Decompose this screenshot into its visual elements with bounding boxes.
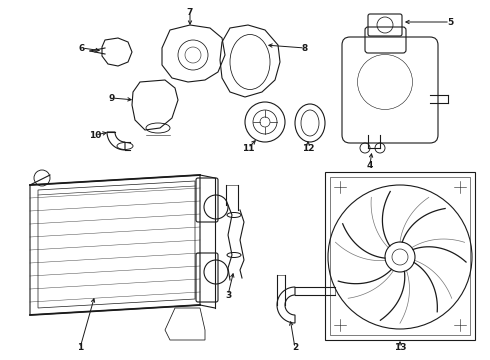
Text: 7: 7 xyxy=(187,8,193,17)
Bar xyxy=(325,172,475,340)
Text: 13: 13 xyxy=(394,343,406,352)
Text: 11: 11 xyxy=(242,144,254,153)
Bar xyxy=(330,177,470,335)
Text: 12: 12 xyxy=(302,144,314,153)
Text: 10: 10 xyxy=(89,131,101,140)
Text: 5: 5 xyxy=(447,18,453,27)
Text: 6: 6 xyxy=(79,44,85,53)
Text: 1: 1 xyxy=(77,343,83,352)
Text: 3: 3 xyxy=(225,291,231,300)
Text: 8: 8 xyxy=(302,44,308,53)
Text: 4: 4 xyxy=(367,161,373,170)
Text: 9: 9 xyxy=(109,94,115,103)
Text: 2: 2 xyxy=(292,343,298,352)
